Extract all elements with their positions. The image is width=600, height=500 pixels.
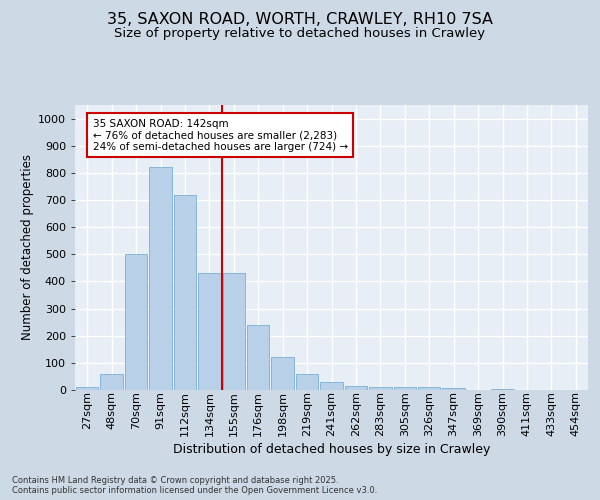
Bar — [76, 388, 98, 390]
Bar — [418, 388, 440, 390]
Bar — [247, 325, 269, 390]
Bar — [125, 254, 148, 390]
Text: 35 SAXON ROAD: 142sqm
← 76% of detached houses are smaller (2,283)
24% of semi-d: 35 SAXON ROAD: 142sqm ← 76% of detached … — [92, 118, 348, 152]
Text: Contains HM Land Registry data © Crown copyright and database right 2025.
Contai: Contains HM Land Registry data © Crown c… — [12, 476, 377, 495]
Bar — [100, 374, 123, 390]
Text: 35, SAXON ROAD, WORTH, CRAWLEY, RH10 7SA: 35, SAXON ROAD, WORTH, CRAWLEY, RH10 7SA — [107, 12, 493, 28]
Y-axis label: Number of detached properties: Number of detached properties — [21, 154, 34, 340]
Text: Size of property relative to detached houses in Crawley: Size of property relative to detached ho… — [115, 28, 485, 40]
Bar — [369, 388, 392, 390]
Bar — [344, 386, 367, 390]
Bar — [296, 374, 319, 390]
Bar — [198, 274, 221, 390]
Bar — [223, 274, 245, 390]
Bar — [394, 388, 416, 390]
Bar — [320, 382, 343, 390]
Bar — [271, 358, 294, 390]
Bar — [491, 388, 514, 390]
Bar — [149, 168, 172, 390]
X-axis label: Distribution of detached houses by size in Crawley: Distribution of detached houses by size … — [173, 444, 490, 456]
Bar — [173, 194, 196, 390]
Bar — [442, 388, 465, 390]
